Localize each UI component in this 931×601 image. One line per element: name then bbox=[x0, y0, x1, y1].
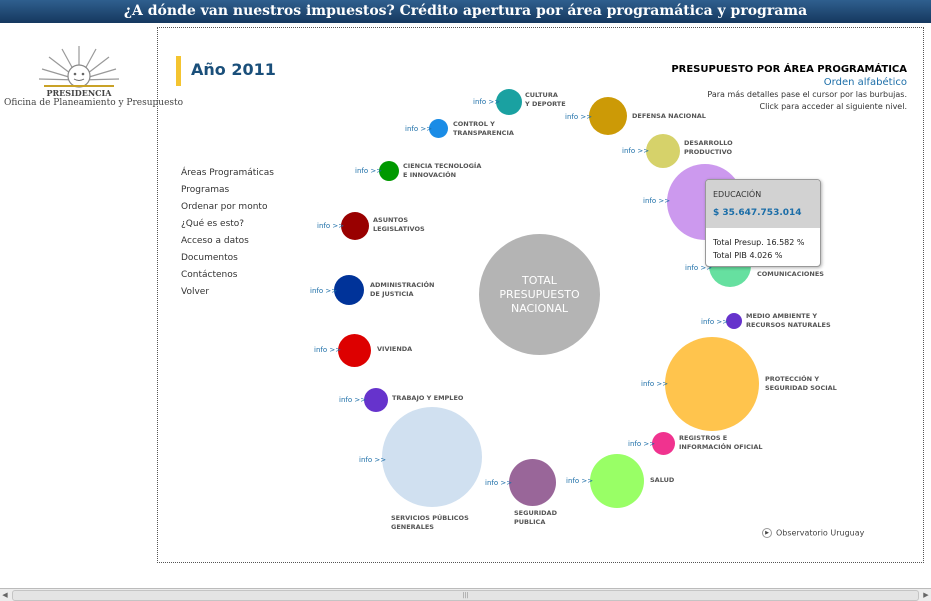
menu-item-contactenos[interactable]: Contáctenos bbox=[181, 270, 238, 280]
info-link-trabajo[interactable]: info >> bbox=[339, 396, 367, 404]
bubble-desarrollo[interactable] bbox=[646, 134, 680, 168]
menu-item-programas[interactable]: Programas bbox=[181, 185, 230, 195]
label-desarrollo: DESARROLLO PRODUCTIVO bbox=[684, 139, 733, 156]
label-defensa: DEFENSA NACIONAL bbox=[632, 112, 706, 120]
page-header: ¿A dónde van nuestros impuestos? Crédito… bbox=[0, 0, 931, 23]
menu-item-que-es[interactable]: ¿Qué es esto? bbox=[181, 219, 245, 229]
view-title-panel: PRESUPUESTO POR ÁREA PROGRAMÁTICA Orden … bbox=[671, 64, 907, 112]
bubble-proteccion[interactable] bbox=[665, 337, 759, 431]
logo-line2: Oficina de Planeamiento y Presupuesto bbox=[4, 98, 184, 108]
bubble-vivienda[interactable] bbox=[338, 334, 371, 367]
observatorio-link[interactable]: ▶ Observatorio Uruguay bbox=[762, 528, 864, 538]
scroll-right-icon[interactable]: ▶ bbox=[923, 591, 929, 599]
menu-item-volver[interactable]: Volver bbox=[181, 287, 210, 297]
center-line1: TOTAL bbox=[522, 273, 557, 287]
label-asuntos-legislativos: ASUNTOS LEGISLATIVOS bbox=[373, 216, 425, 233]
year-title: Año 2011 bbox=[191, 60, 276, 79]
sun-emblem-icon bbox=[38, 46, 120, 88]
scrollbar-thumb[interactable]: ||| bbox=[12, 590, 919, 601]
info-link-medio-ambiente[interactable]: info >> bbox=[701, 318, 729, 326]
label-cultura: CULTURA Y DEPORTE bbox=[525, 91, 566, 108]
bubble-administracion-justicia[interactable] bbox=[334, 275, 364, 305]
label-administracion-justicia: ADMINISTRACIÓN DE JUSTICIA bbox=[370, 281, 435, 298]
info-link-vivienda[interactable]: info >> bbox=[314, 346, 342, 354]
label-registros: REGISTROS E INFORMACIÓN OFICIAL bbox=[679, 434, 763, 451]
menu-item-acceso-datos[interactable]: Acceso a datos bbox=[181, 236, 249, 246]
menu-item-ordenar[interactable]: Ordenar por monto bbox=[181, 202, 268, 212]
logo-line1: PRESIDENCIA bbox=[46, 88, 112, 98]
play-icon: ▶ bbox=[762, 528, 772, 538]
info-link-cultura[interactable]: info >> bbox=[473, 98, 501, 106]
label-seguridad-publica: SEGURIDAD PUBLICA bbox=[514, 509, 557, 526]
label-trabajo: TRABAJO Y EMPLEO bbox=[392, 394, 464, 402]
menu-item-documentos[interactable]: Documentos bbox=[181, 253, 238, 263]
logo: PRESIDENCIA Oficina de Planeamiento y Pr… bbox=[4, 44, 184, 109]
center-line3: NACIONAL bbox=[510, 301, 568, 315]
observatorio-label: Observatorio Uruguay bbox=[776, 528, 865, 538]
info-link-defensa[interactable]: info >> bbox=[565, 113, 593, 121]
total-budget-bubble[interactable]: TOTAL PRESUPUESTO NACIONAL bbox=[479, 234, 600, 355]
bubble-ciencia[interactable] bbox=[379, 161, 399, 181]
bubble-defensa[interactable] bbox=[589, 97, 627, 135]
label-proteccion: PROTECCIÓN Y SEGURIDAD SOCIAL bbox=[765, 375, 837, 392]
label-vivienda: VIVIENDA bbox=[377, 345, 413, 353]
info-link-educacion[interactable]: info >> bbox=[643, 197, 671, 205]
tooltip-amount: $ 35.647.753.014 bbox=[713, 208, 802, 218]
label-comunicaciones: COMUNICACIONES bbox=[757, 270, 824, 278]
bubble-asuntos-legislativos[interactable] bbox=[341, 212, 369, 240]
tooltip-area-name: EDUCACIÓN bbox=[713, 190, 762, 199]
info-link-desarrollo[interactable]: info >> bbox=[622, 147, 650, 155]
info-link-control[interactable]: info >> bbox=[405, 125, 433, 133]
bubble-trabajo[interactable] bbox=[364, 388, 388, 412]
tooltip-pib-percent: Total PIB 4.026 % bbox=[713, 251, 783, 260]
info-link-proteccion[interactable]: info >> bbox=[641, 380, 669, 388]
info-link-registros[interactable]: info >> bbox=[628, 440, 656, 448]
label-ciencia: CIENCIA TECNOLOGÍA E INNOVACIÓN bbox=[403, 162, 482, 179]
info-link-administracion-justicia[interactable]: info >> bbox=[310, 287, 338, 295]
info-link-seguridad-publica[interactable]: info >> bbox=[485, 479, 513, 487]
grip-icon: ||| bbox=[462, 592, 469, 599]
order-toggle-link[interactable]: Orden alfabético bbox=[823, 77, 907, 88]
year-accent-bar bbox=[176, 56, 181, 86]
bubble-seguridad-publica[interactable] bbox=[509, 459, 556, 506]
label-servicios-publicos: SERVICIOS PÚBLICOS GENERALES bbox=[391, 514, 469, 531]
label-salud: SALUD bbox=[650, 476, 675, 484]
visualization-frame bbox=[157, 27, 924, 563]
tooltip-presup-percent: Total Presup. 16.582 % bbox=[713, 238, 805, 247]
bubble-control[interactable] bbox=[429, 119, 448, 138]
label-control: CONTROL Y TRANSPARENCIA bbox=[453, 120, 514, 137]
bubble-servicios-publicos[interactable] bbox=[382, 407, 482, 507]
scroll-left-icon[interactable]: ◀ bbox=[2, 591, 8, 599]
info-link-ciencia[interactable]: info >> bbox=[355, 167, 383, 175]
hint-line1: Para más detalles pase el cursor por las… bbox=[707, 90, 907, 99]
bubble-medio-ambiente[interactable] bbox=[726, 313, 742, 329]
bubble-registros[interactable] bbox=[652, 432, 675, 455]
center-line2: PRESUPUESTO bbox=[499, 287, 580, 301]
info-link-salud[interactable]: info >> bbox=[566, 477, 594, 485]
label-medio-ambiente: MEDIO AMBIENTE Y RECURSOS NATURALES bbox=[746, 312, 831, 329]
bubble-cultura[interactable] bbox=[496, 89, 522, 115]
horizontal-scrollbar[interactable]: ◀ ||| ▶ bbox=[0, 588, 931, 601]
bubble-salud[interactable] bbox=[590, 454, 644, 508]
side-menu: Áreas Programáticas Programas Ordenar po… bbox=[181, 165, 274, 301]
bubble-tooltip: EDUCACIÓN $ 35.647.753.014 Total Presup.… bbox=[705, 179, 821, 267]
hint-line2: Click para acceder al siguiente nivel. bbox=[759, 102, 907, 111]
info-link-comunicaciones[interactable]: info >> bbox=[685, 264, 713, 272]
info-link-servicios-publicos[interactable]: info >> bbox=[359, 456, 387, 464]
menu-item-areas[interactable]: Áreas Programáticas bbox=[181, 168, 274, 178]
info-link-asuntos-legislativos[interactable]: info >> bbox=[317, 222, 345, 230]
view-title: PRESUPUESTO POR ÁREA PROGRAMÁTICA bbox=[671, 64, 907, 75]
